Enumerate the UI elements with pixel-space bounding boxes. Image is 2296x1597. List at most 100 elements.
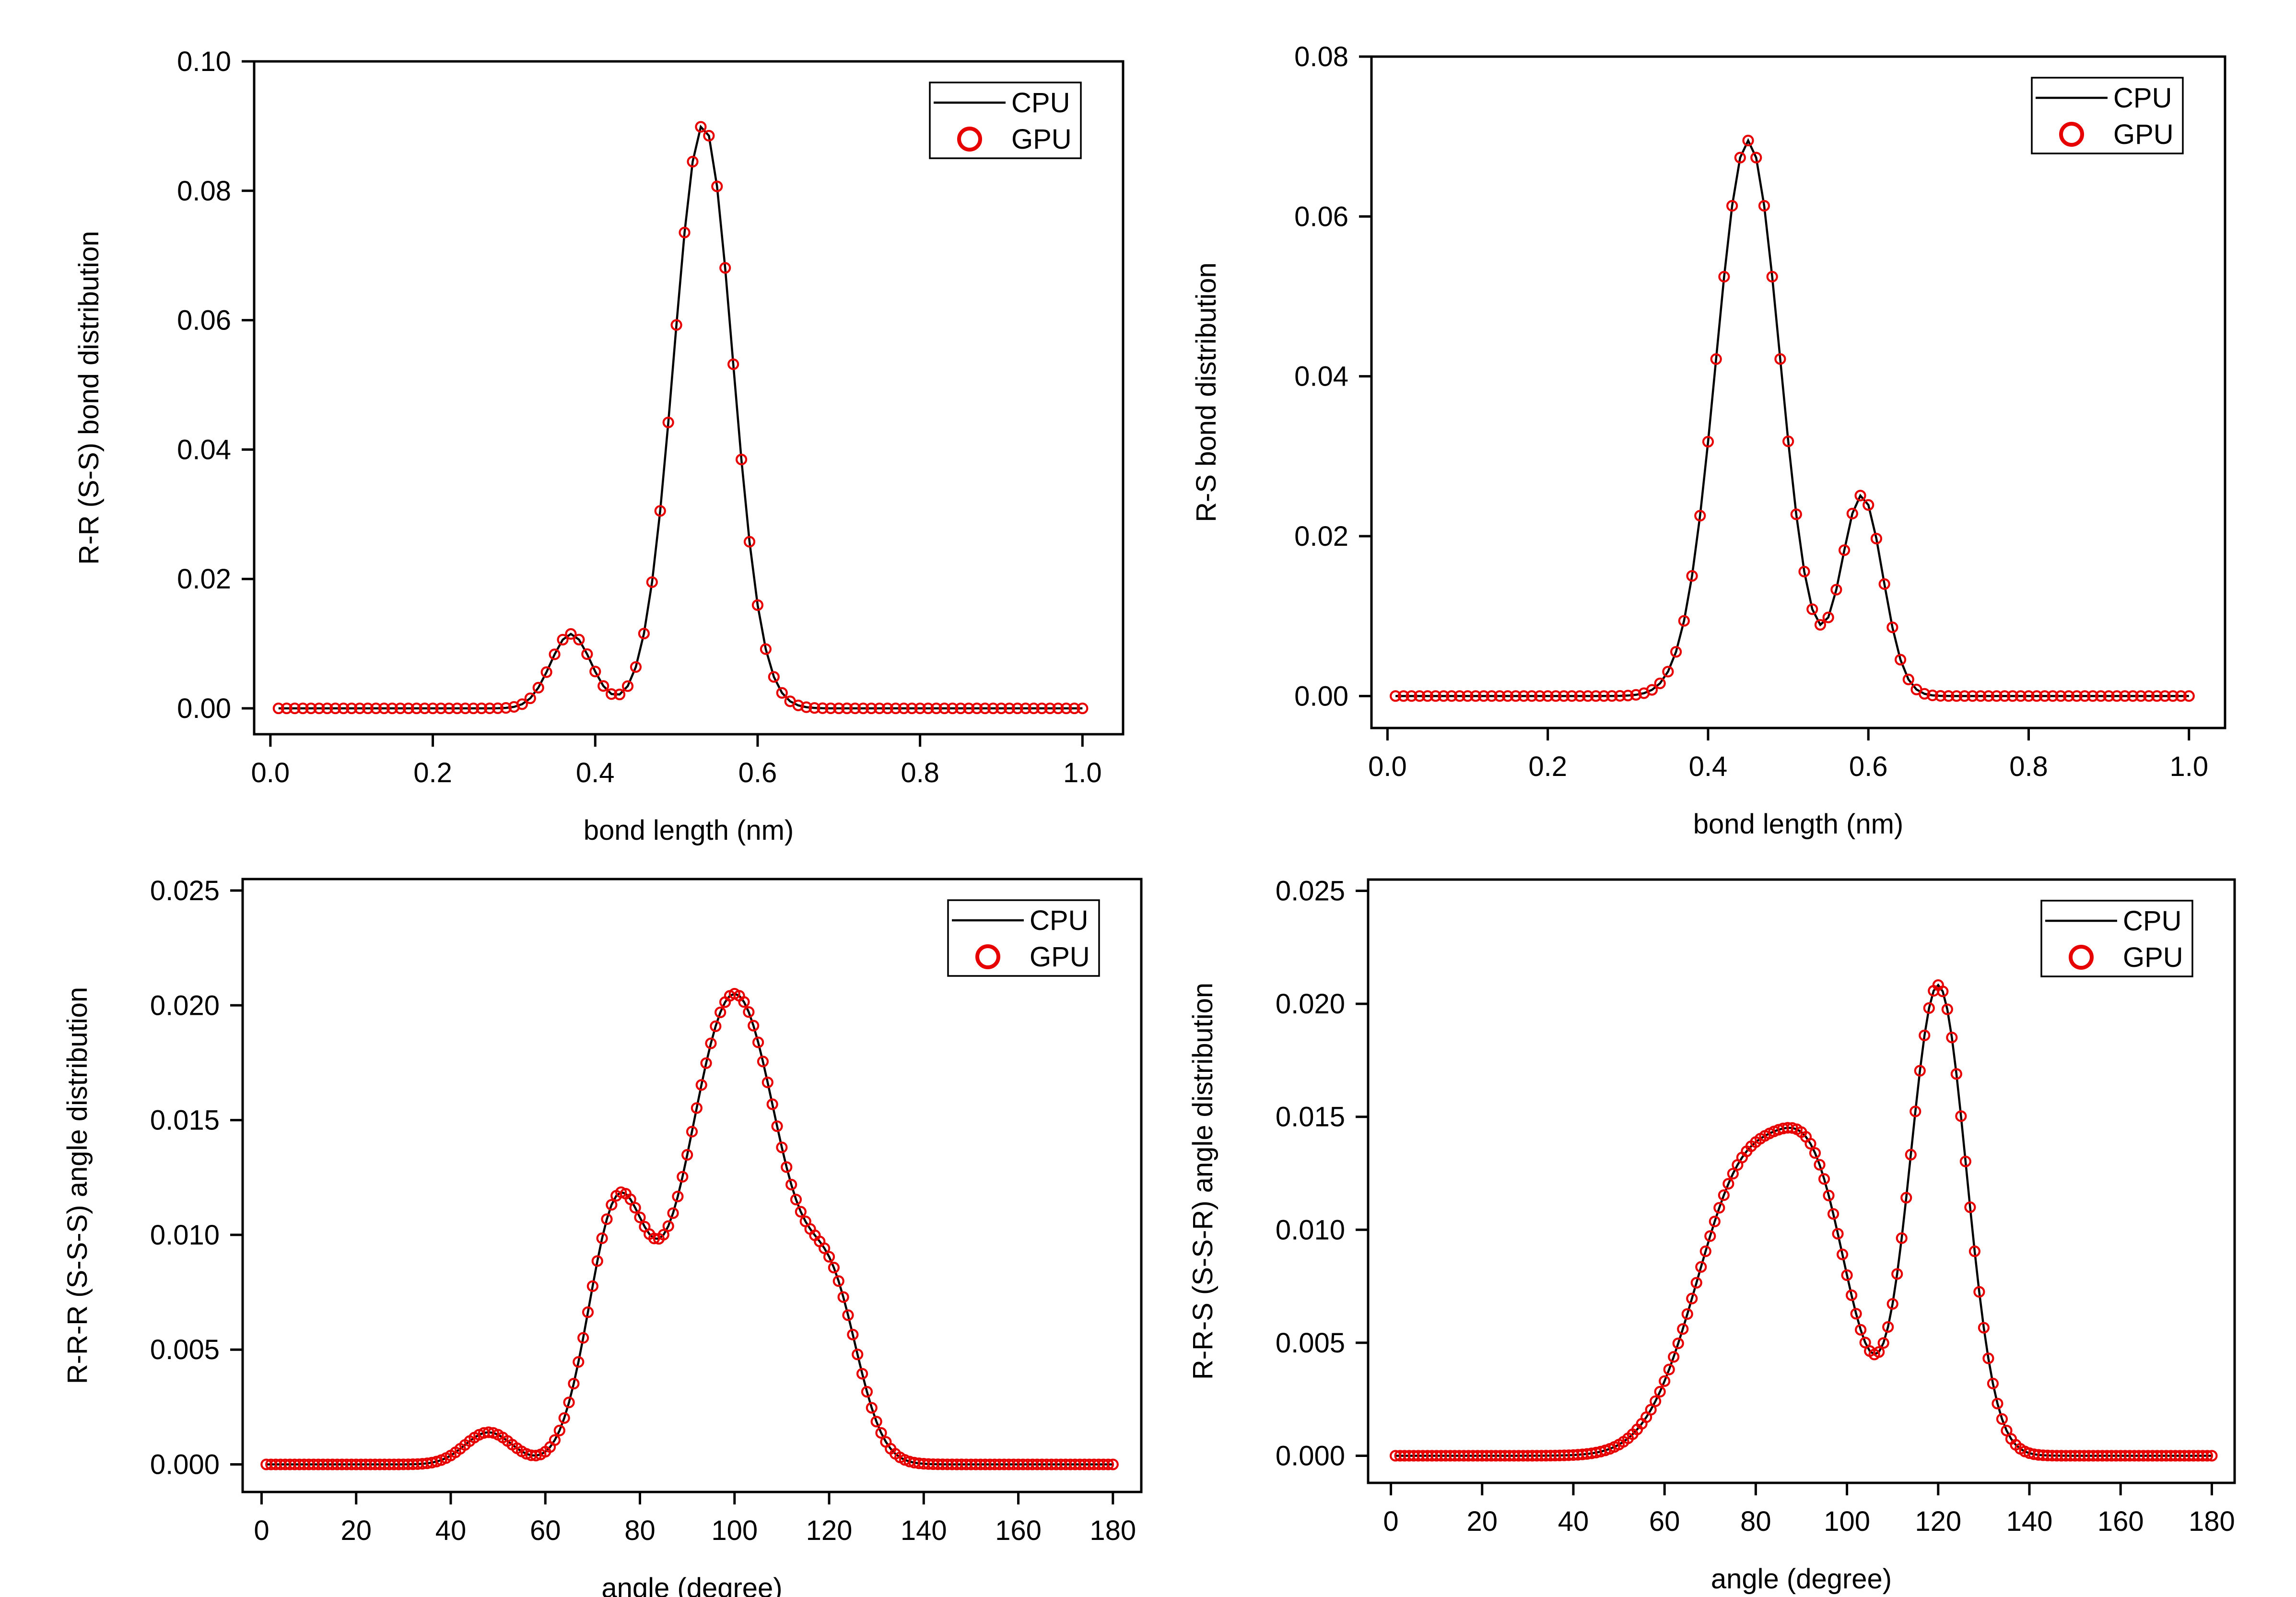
gpu-point [662,1220,674,1232]
gpu-point [955,702,967,715]
legend-label-cpu: CPU [1011,87,1070,118]
gpu-point [1790,508,1802,520]
gpu-point [573,1356,585,1368]
gpu-point [601,1213,613,1225]
gpu-point [1758,200,1770,212]
gpu-point [963,702,975,715]
gpu-point [1534,690,1546,702]
chart-panel-4: 0 20 40 60 80 100 120 140 160 180 0.000 0.005 0.010 0… [1187,876,2236,1595]
gpu-series [1389,979,2218,1462]
gpu-point [378,702,390,715]
x-tick-label: 140 [901,1515,947,1546]
gpu-point [1909,1105,1921,1117]
gpu-point [1891,1268,1903,1280]
gpu-point [558,1412,570,1424]
gpu-point [1830,584,1842,596]
gpu-point [1964,1201,1976,1213]
gpu-point [2062,690,2075,702]
gpu-point [2079,690,2091,702]
gpu-series [272,121,1089,715]
gpu-point [1011,702,1023,715]
chart-panel-3: 0 20 40 60 80 100 120 140 160 180 0.000 0.005 0.010 0… [62,875,1143,1597]
gpu-point [2167,690,2179,702]
gpu-point [832,1275,844,1287]
gpu-point [681,1149,693,1161]
gpu-point [1686,1292,1698,1304]
y-tick-label: 0.10 [177,46,231,77]
gpu-point [582,1306,594,1318]
gpu-point [1727,1168,1739,1180]
x-tick-label: 0 [254,1515,269,1546]
gpu-point [1659,1375,1671,1387]
gpu-point [2206,1450,2218,1462]
gpu-point [1923,1002,1935,1014]
x-tick-label: 0.2 [413,757,452,788]
gpu-point [865,702,878,715]
legend-label-gpu: GPU [2113,119,2174,150]
gpu-point [825,702,837,715]
gpu-point [1695,1261,1707,1273]
gpu-point [1798,565,1810,577]
gpu-point [1726,200,1738,212]
gpu-point [808,702,820,714]
gpu-point [1991,690,2003,702]
gpu-point [1823,1189,1835,1201]
gpu-point [837,1291,849,1303]
legend: CPU GPU [2040,900,2193,977]
x-tick-label: 20 [340,1515,372,1546]
gpu-point [1950,1068,1962,1080]
y-axis-title: R-R-S (S-S-R) angle distribution [1187,983,1218,1380]
gpu-point [1414,690,1426,702]
gpu-point [581,648,593,660]
gpu-point [1941,1003,1953,1015]
gpu-point [1926,689,1939,702]
y-tick-label: 0.08 [1294,41,1348,72]
gpu-point [624,1193,636,1205]
gpu-point [638,627,650,640]
gpu-point [1873,1346,1885,1358]
gpu-point [1663,1363,1675,1375]
x-tick-label: 40 [1558,1506,1589,1537]
plot-frame [253,60,1125,736]
gpu-point [1832,1228,1844,1240]
gpu-point [1477,690,1490,702]
gpu-point [823,1251,835,1263]
gpu-series [1390,134,2195,702]
gpu-point [394,702,406,715]
gpu-point [873,702,886,715]
gpu-point [2159,690,2171,702]
gpu-point [1968,1245,1980,1257]
gpu-point [557,634,569,646]
y-tick-label: 0.005 [150,1334,220,1365]
gpu-point [2038,690,2051,702]
gpu-point [305,702,317,715]
gpu-point [2135,690,2147,702]
gpu-point [1818,1173,1830,1185]
gpu-point [1068,702,1080,715]
chart-panel-1: 0.0 0.2 0.4 0.6 0.8 1.0 0.00 0.02 0.04 0.06 0.08 0.… [73,46,1125,846]
gpu-point [792,699,804,711]
gpu-point [1574,690,1586,702]
gpu-point [657,1229,669,1241]
legend-label-cpu: CPU [2123,905,2181,937]
gpu-point [1003,702,1016,715]
gpu-point [492,702,504,714]
gpu-point [1550,690,1562,702]
plot-frame [1370,55,2226,729]
legend-label-gpu: GPU [1011,124,1072,155]
gpu-point [1991,1397,2003,1409]
x-tick-label: 0.6 [738,757,777,788]
gpu-point [776,1141,788,1153]
x-tick-label: 120 [806,1515,853,1546]
gpu-point [842,1309,854,1321]
gpu-point [549,648,561,660]
gpu-point [768,671,780,683]
x-tick-label: 100 [1824,1506,1870,1537]
x-tick-label: 1.0 [2169,751,2208,782]
x-axis-title: bond length (nm) [1693,809,1903,840]
y-tick-label: 0.000 [150,1449,220,1480]
gpu-point [1846,507,1858,519]
gpu-point [1955,1110,1967,1122]
gpu-point [1699,1245,1711,1257]
